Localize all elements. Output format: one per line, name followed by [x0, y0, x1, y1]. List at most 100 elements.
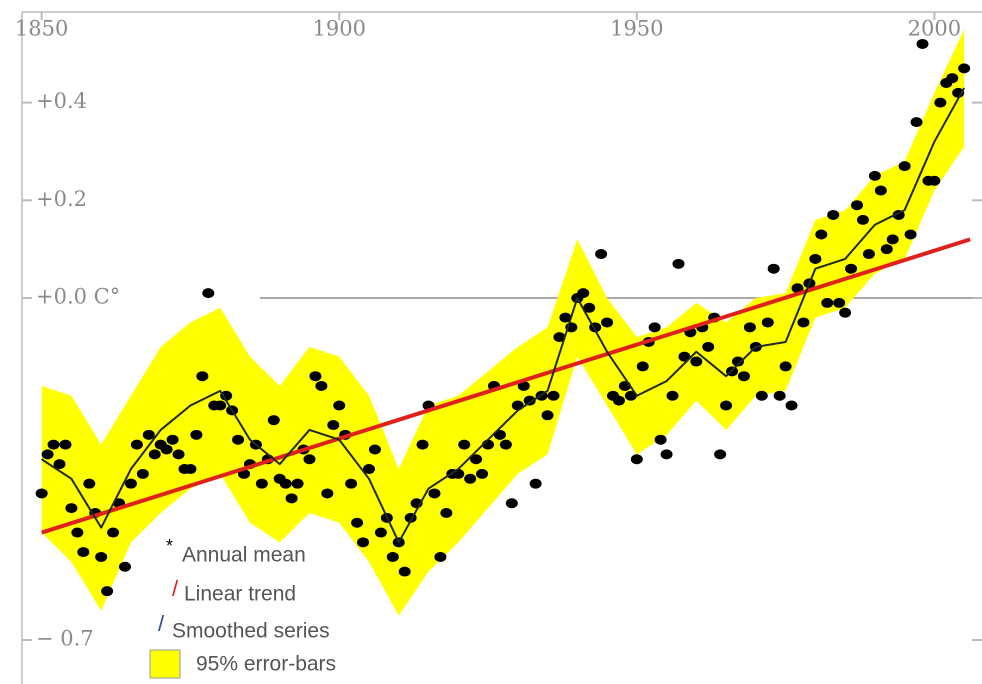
data-point [309, 371, 322, 382]
data-point [220, 390, 233, 401]
data-point [648, 322, 661, 333]
data-point [71, 527, 84, 538]
data-point [856, 214, 869, 225]
data-point [202, 288, 215, 299]
data-point [815, 229, 828, 240]
data-point [773, 390, 786, 401]
data-point [779, 361, 792, 372]
data-point [470, 454, 483, 465]
data-point [958, 63, 971, 74]
data-point [166, 434, 179, 445]
data-point [172, 449, 185, 460]
data-point [523, 395, 536, 406]
data-point [809, 253, 822, 264]
data-point [505, 498, 518, 509]
data-point [130, 439, 143, 450]
data-point [321, 488, 334, 499]
data-point [839, 307, 852, 318]
series-line [41, 87, 966, 544]
data-point [386, 551, 399, 562]
x-tick-label: 1850 [15, 17, 68, 41]
legend-symbol [149, 649, 181, 679]
data-point [833, 297, 846, 308]
data-point [136, 468, 149, 479]
data-point [53, 459, 66, 470]
data-point [351, 517, 364, 528]
data-point [851, 200, 864, 211]
x-tick-label: 1900 [313, 17, 366, 41]
data-point [601, 317, 614, 328]
data-point [357, 537, 370, 548]
data-point [529, 478, 542, 489]
data-point [559, 312, 572, 323]
data-point [160, 444, 173, 455]
data-point [612, 395, 625, 406]
data-point [434, 551, 447, 562]
data-point [595, 249, 608, 260]
data-point [327, 420, 340, 431]
data-point [464, 473, 477, 484]
x-tick-label: 2000 [908, 17, 961, 41]
data-point [368, 444, 381, 455]
data-point [553, 332, 566, 343]
data-point [672, 258, 685, 269]
data-point [101, 586, 114, 597]
legend: * / / Annual mean Linear trend Smoothed … [149, 536, 336, 679]
data-point [714, 449, 727, 460]
data-point [196, 371, 209, 382]
data-point [47, 439, 60, 450]
data-point [737, 371, 750, 382]
data-point [83, 478, 96, 489]
legend-label: Smoothed series [172, 620, 330, 643]
data-point [59, 439, 72, 450]
data-point [499, 439, 512, 450]
data-point [797, 317, 810, 328]
data-point [118, 561, 131, 572]
data-point [35, 488, 48, 499]
data-point [267, 415, 280, 426]
data-point [333, 400, 346, 411]
data-point [583, 302, 596, 313]
legend-symbol: / [158, 611, 165, 636]
data-point [232, 434, 245, 445]
data-point [303, 454, 316, 465]
data-point [452, 468, 465, 479]
data-point [755, 390, 768, 401]
series-line [41, 237, 971, 535]
data-point [886, 234, 899, 245]
data-point [476, 468, 489, 479]
data-point [107, 527, 120, 538]
data-point [624, 390, 637, 401]
data-point [398, 566, 411, 577]
data-point [862, 249, 875, 260]
data-point [767, 263, 780, 274]
data-point [291, 478, 304, 489]
data-point [517, 380, 530, 391]
data-point [845, 263, 858, 274]
data-point [702, 341, 715, 352]
data-point [910, 117, 923, 128]
data-point [577, 288, 590, 299]
legend-label: 95% error-bars [196, 653, 336, 676]
data-point [511, 400, 524, 411]
data-point [190, 429, 203, 440]
data-point [285, 493, 298, 504]
data-point [720, 400, 733, 411]
plot-area: 1850 1900 1950 2000 +0.4 +0.2 +0.0 C° − 0.7 [15, 11, 982, 684]
data-point [690, 356, 703, 367]
data-point [934, 97, 947, 108]
data-point [946, 73, 959, 84]
error-band [41, 29, 965, 616]
data-point [279, 478, 292, 489]
data-point [124, 478, 137, 489]
y-tick-label: +0.4 [36, 89, 87, 113]
data-point [416, 439, 429, 450]
data-point [315, 380, 328, 391]
data-point [928, 175, 941, 186]
data-point [821, 297, 834, 308]
legend-symbol: / [172, 576, 179, 601]
data-point [636, 361, 649, 372]
data-point [541, 410, 554, 421]
data-point [827, 209, 840, 220]
